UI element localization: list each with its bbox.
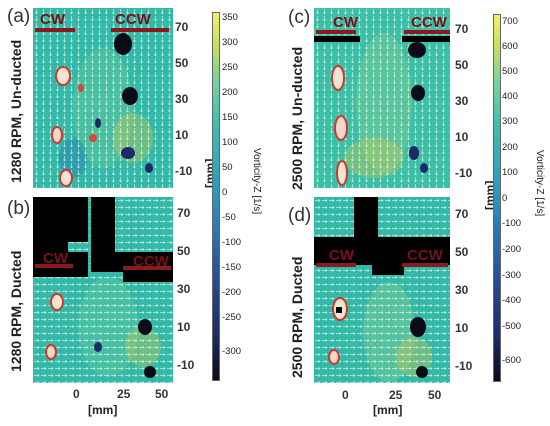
colorbar-title-right: Vorticity-Z [1/s] bbox=[534, 150, 545, 217]
rotor-label-ccw-a: CCW bbox=[115, 11, 151, 28]
vorticity-panel-d bbox=[314, 197, 450, 383]
y-tick: 70 bbox=[455, 22, 469, 36]
row-label-c: 2500 RPM, Un-ducted bbox=[289, 46, 305, 190]
x-axis-title: [mm] bbox=[373, 403, 403, 417]
colorbar-tick: 300 bbox=[222, 37, 238, 48]
panel-label-d: (d) bbox=[286, 205, 314, 226]
colorbar-tick: -250 bbox=[222, 312, 242, 323]
rotor-label-cw-a: CW bbox=[40, 11, 65, 28]
colorbar-tick: 600 bbox=[502, 41, 518, 52]
colorbar-tick: -400 bbox=[502, 295, 522, 306]
colorbar-tick: 50 bbox=[222, 162, 233, 173]
x-tick: 25 bbox=[389, 388, 403, 402]
rotor-label-ccw-b: CCW bbox=[133, 253, 169, 270]
colorbar-tick: 100 bbox=[222, 137, 238, 148]
colorbar-tick: -150 bbox=[222, 262, 242, 273]
y-tick: 70 bbox=[175, 20, 189, 34]
colorbar-tick: -200 bbox=[222, 287, 242, 298]
colorbar-tick: 350 bbox=[222, 12, 238, 23]
panel-label-a: (a) bbox=[5, 6, 33, 27]
rotor-label-cw-b: CW bbox=[43, 250, 68, 267]
colorbar-tick: 300 bbox=[502, 116, 518, 127]
rotor-label-ccw-d: CCW bbox=[407, 247, 443, 264]
colorbar-tick: -50 bbox=[222, 212, 236, 223]
y-tick: -10 bbox=[175, 164, 193, 178]
y-tick: 10 bbox=[177, 320, 191, 334]
colorbar-tick: 500 bbox=[502, 66, 518, 77]
x-axis-title: [mm] bbox=[88, 403, 118, 417]
panel-label-b: (b) bbox=[5, 198, 33, 219]
colorbar-tick: 0 bbox=[222, 187, 228, 198]
y-tick: 30 bbox=[177, 282, 191, 296]
colorbar-tick: -100 bbox=[502, 218, 522, 229]
y-tick: 10 bbox=[455, 321, 469, 335]
colorbar-title-left: Vorticity-Z [1/s] bbox=[251, 148, 262, 215]
colorbar-tick: 0 bbox=[502, 193, 508, 204]
x-tick: 0 bbox=[73, 387, 80, 401]
panel-label-c: (c) bbox=[286, 7, 313, 28]
rotor-label-cw-d: CW bbox=[329, 247, 354, 264]
colorbar-right bbox=[493, 14, 501, 382]
colorbar-tick: -100 bbox=[222, 237, 242, 248]
colorbar-tick: 200 bbox=[502, 142, 518, 153]
colorbar-tick: -300 bbox=[222, 346, 242, 357]
row-label-a: 1280 RPM, Un-ducted bbox=[8, 39, 24, 183]
y-tick: 70 bbox=[455, 207, 469, 221]
y-tick: 30 bbox=[455, 283, 469, 297]
colorbar-tick: -200 bbox=[502, 244, 522, 255]
vorticity-panel-c bbox=[314, 8, 450, 188]
row-label-b: 1280 RPM, Ducted bbox=[8, 250, 24, 372]
y-tick: 50 bbox=[455, 58, 469, 72]
colorbar-tick: 400 bbox=[502, 91, 518, 102]
rotor-label-cw-c: CW bbox=[333, 14, 358, 31]
y-tick: 10 bbox=[175, 128, 189, 142]
y-tick: 50 bbox=[455, 245, 469, 259]
y-tick: -10 bbox=[177, 358, 195, 372]
row-label-d: 2500 RPM, Ducted bbox=[289, 256, 305, 378]
colorbar-tick: 700 bbox=[502, 16, 518, 27]
colorbar-tick: -600 bbox=[502, 355, 522, 366]
rotor-label-ccw-c: CCW bbox=[411, 14, 447, 31]
y-tick: 30 bbox=[175, 92, 189, 106]
colorbar-left bbox=[212, 12, 220, 381]
y-tick: 70 bbox=[177, 206, 191, 220]
colorbar-tick: 100 bbox=[502, 167, 518, 178]
vorticity-panel-b bbox=[33, 197, 173, 383]
y-tick: 50 bbox=[175, 56, 189, 70]
colorbar-tick: 150 bbox=[222, 112, 238, 123]
x-tick: 50 bbox=[155, 387, 169, 401]
colorbar-tick: 200 bbox=[222, 87, 238, 98]
y-tick: 50 bbox=[177, 244, 191, 258]
colorbar-tick: 250 bbox=[222, 62, 238, 73]
y-tick: 30 bbox=[455, 94, 469, 108]
y-tick: -10 bbox=[455, 166, 473, 180]
y-tick: 10 bbox=[455, 130, 469, 144]
x-tick: 50 bbox=[428, 388, 442, 402]
y-tick: -10 bbox=[455, 359, 473, 373]
vorticity-panel-a bbox=[33, 8, 173, 188]
x-tick: 0 bbox=[342, 388, 349, 402]
colorbar-tick: -500 bbox=[502, 321, 522, 332]
colorbar-tick: -300 bbox=[502, 270, 522, 281]
x-tick: 25 bbox=[117, 387, 131, 401]
